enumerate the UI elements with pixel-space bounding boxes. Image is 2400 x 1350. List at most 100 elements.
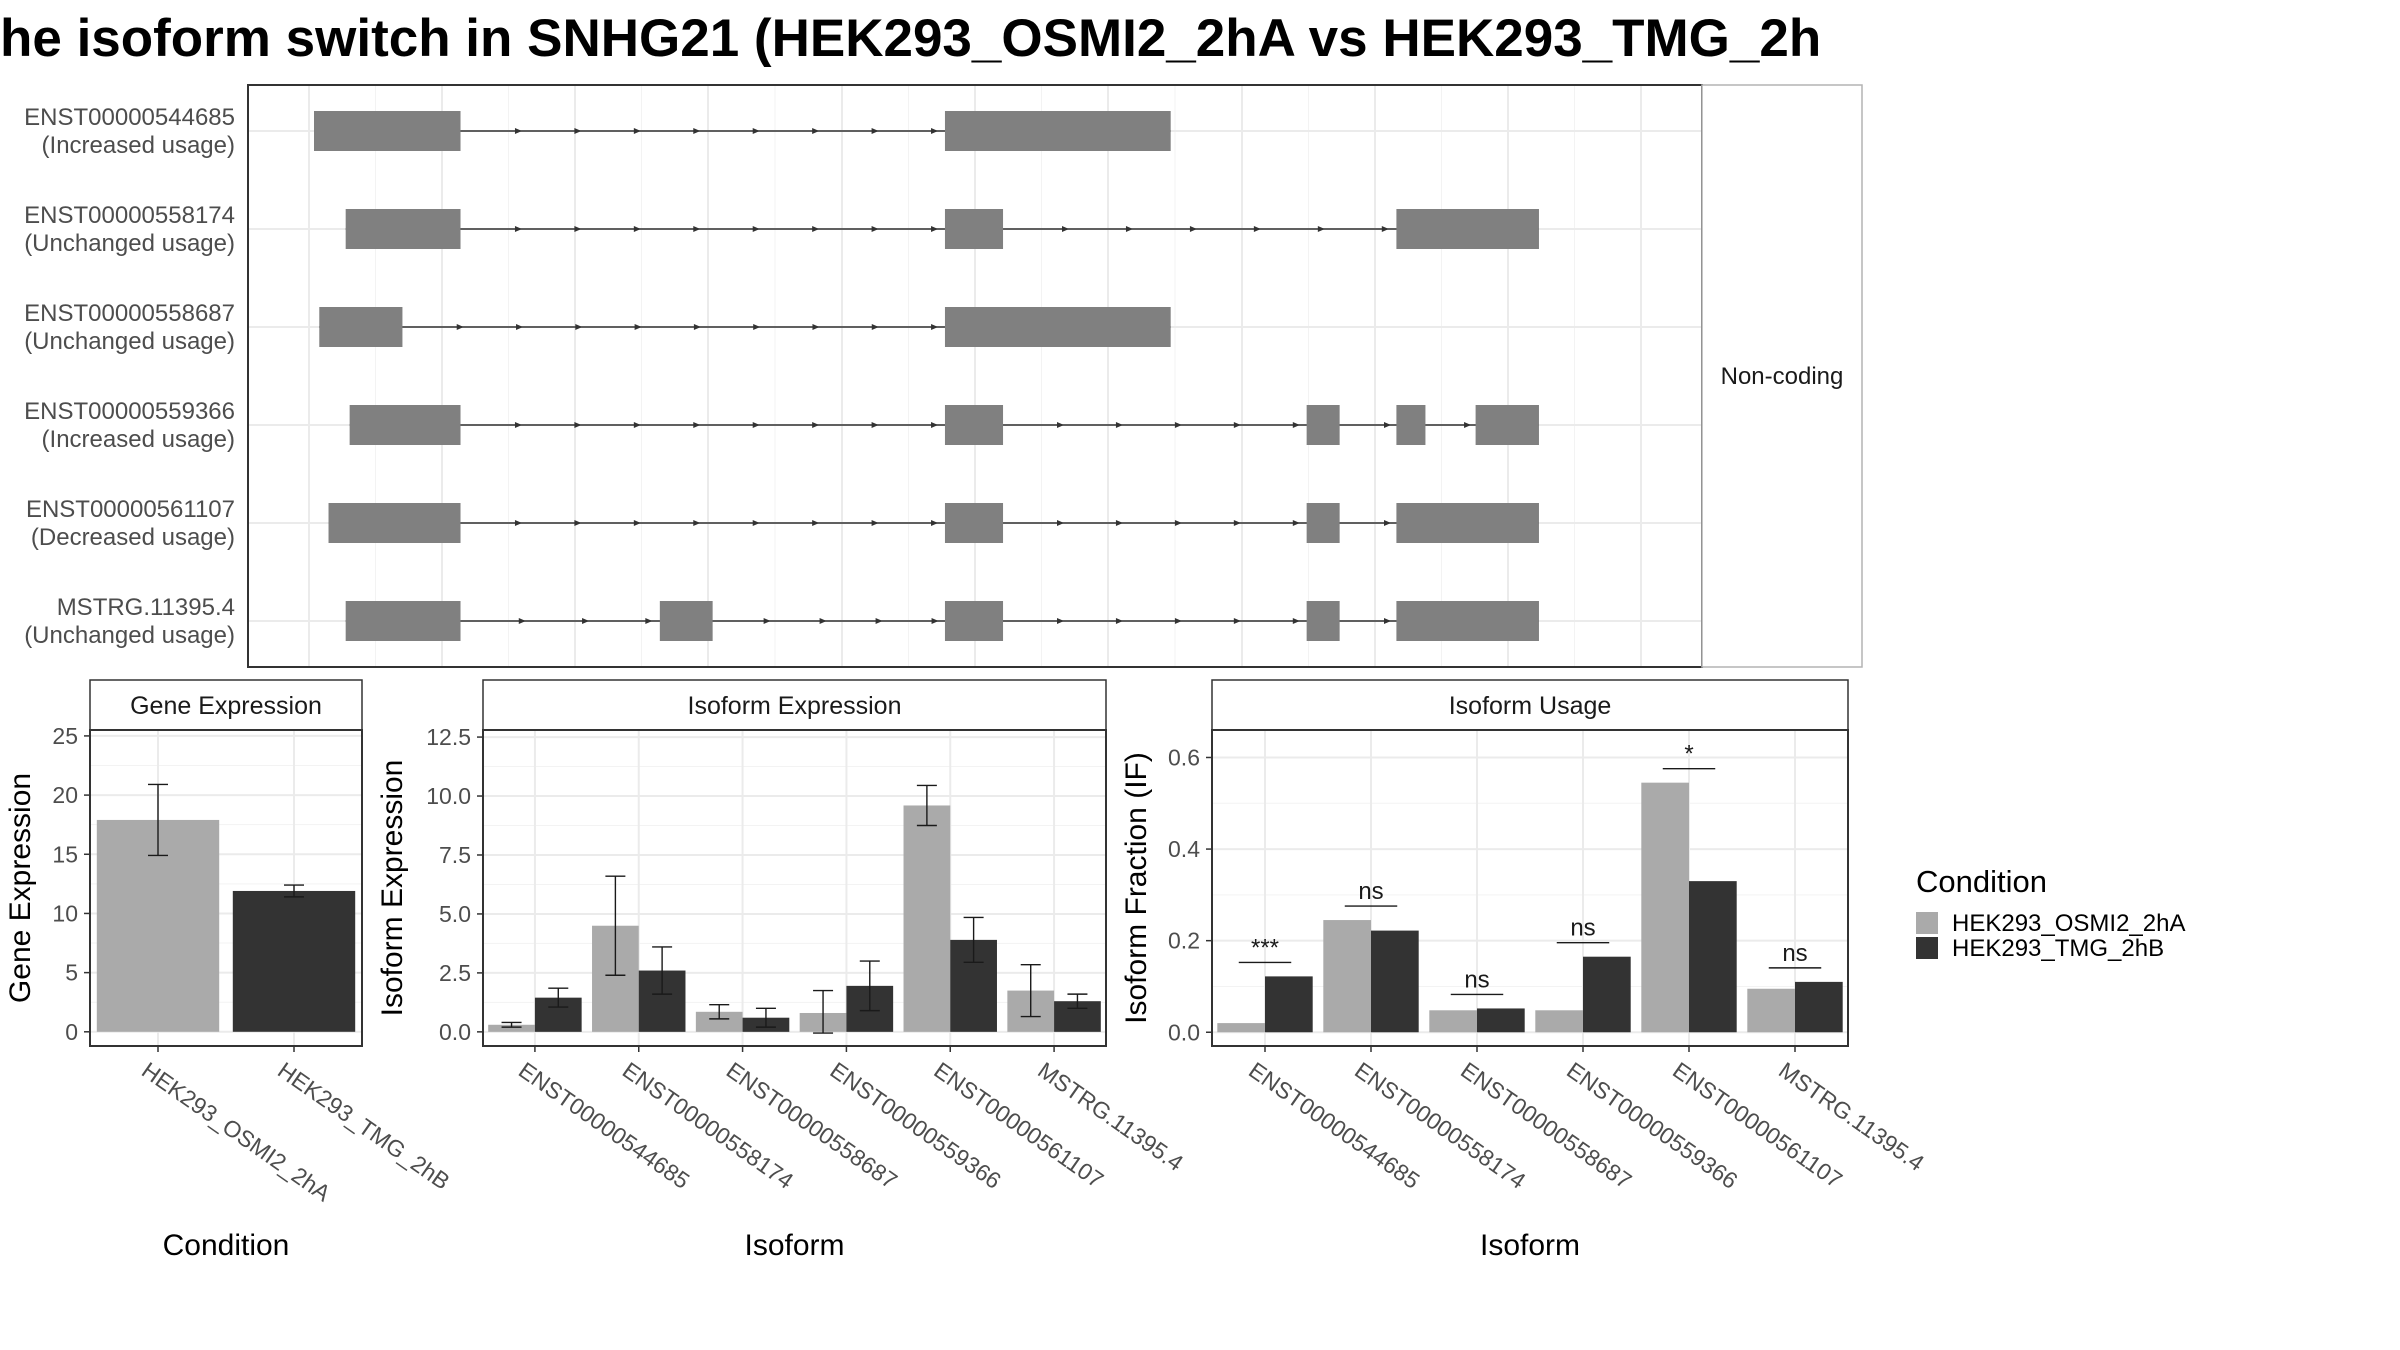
transcript-usage-label: (Unchanged usage) (24, 622, 235, 649)
direction-arrow (1233, 422, 1241, 428)
x-tick-label: ENST00000558687 (1456, 1057, 1636, 1194)
facet-strip (482, 679, 1107, 731)
direction-arrow (752, 520, 760, 526)
exon (1306, 405, 1340, 445)
exon (1396, 601, 1539, 641)
y-tick-label: 25 (52, 723, 78, 749)
exon (1396, 209, 1539, 249)
transcript-row: ENST00000558687(Unchanged usage) (24, 300, 1171, 355)
direction-arrow (514, 128, 522, 134)
direction-arrow (633, 226, 641, 232)
direction-arrow (693, 520, 701, 526)
direction-arrow (456, 324, 464, 330)
direction-arrow (574, 128, 582, 134)
direction-arrow (1189, 226, 1197, 232)
bar (1641, 782, 1689, 1033)
bar (488, 1024, 535, 1032)
legend-title: Condition (1916, 864, 2047, 899)
direction-arrow (693, 226, 701, 232)
direction-arrow (514, 520, 522, 526)
exon (1475, 405, 1539, 445)
direction-arrow (582, 618, 590, 624)
significance-label: ns (1464, 966, 1489, 993)
direction-arrow (1383, 520, 1391, 526)
direction-arrow (931, 324, 939, 330)
exon (345, 209, 461, 249)
x-tick-label: ENST00000544685 (1244, 1057, 1424, 1194)
bar (1583, 956, 1631, 1033)
bar (1689, 881, 1737, 1033)
direction-arrow (752, 422, 760, 428)
bar (1323, 920, 1371, 1033)
exon (1306, 601, 1340, 641)
direction-arrow (1174, 422, 1182, 428)
error-bar (501, 1021, 522, 1028)
transcript-row: ENST00000558174(Unchanged usage) (24, 202, 1539, 257)
y-tick-label: 0.4 (1168, 836, 1200, 862)
transcript-id-label: ENST00000544685 (24, 104, 235, 131)
direction-arrow (871, 520, 879, 526)
direction-arrow (1115, 422, 1123, 428)
bar (1429, 1010, 1477, 1033)
direction-arrow (812, 128, 820, 134)
direction-arrow (812, 520, 820, 526)
x-tick-label: ENST00000559366 (1562, 1057, 1742, 1194)
direction-arrow (574, 226, 582, 232)
exon (1306, 503, 1340, 543)
direction-arrow (645, 618, 653, 624)
x-axis-title: Isoform (1480, 1229, 1580, 1262)
direction-arrow (514, 226, 522, 232)
transcript-usage-label: (Unchanged usage) (24, 230, 235, 257)
facet-strip-label: Non-coding (1721, 363, 1844, 390)
error-bar (963, 916, 984, 963)
exon (944, 405, 1004, 445)
y-axis-title: Gene Expression (4, 773, 37, 1003)
direction-arrow (1056, 520, 1064, 526)
transcript-id-label: ENST00000558687 (24, 300, 235, 327)
legend-item: HEK293_TMG_2hB (1916, 935, 2164, 962)
bar (1535, 1010, 1583, 1033)
facet-strip-title: Isoform Expression (688, 692, 902, 720)
direction-arrow (1174, 520, 1182, 526)
direction-arrow (516, 324, 524, 330)
error-bar (916, 784, 937, 827)
direction-arrow (633, 520, 641, 526)
direction-arrow (1233, 520, 1241, 526)
direction-arrow (1174, 618, 1182, 624)
y-tick-label: 0.0 (1168, 1019, 1200, 1045)
legend-label: HEK293_TMG_2hB (1952, 935, 2164, 962)
error-bar (709, 1004, 730, 1020)
transcript-row: ENST00000561107(Decreased usage) (26, 496, 1539, 551)
significance-label: ns (1782, 940, 1807, 967)
direction-arrow (1062, 226, 1070, 232)
error-bar (755, 1007, 776, 1028)
direction-arrow (518, 618, 526, 624)
direction-arrow (871, 128, 879, 134)
bar (695, 1011, 743, 1032)
transcript-id-label: MSTRG.11395.4 (57, 594, 235, 621)
error-bar (548, 987, 569, 1008)
significance-label: *** (1251, 934, 1279, 961)
direction-arrow (633, 128, 641, 134)
facet-strip (89, 679, 363, 731)
direction-arrow (633, 422, 641, 428)
direction-arrow (875, 618, 883, 624)
error-bar (148, 783, 168, 857)
error-bar (859, 960, 880, 1012)
direction-arrow (763, 618, 771, 624)
direction-arrow (1125, 226, 1133, 232)
exon (1396, 503, 1539, 543)
direction-arrow (1292, 618, 1300, 624)
direction-arrow (812, 324, 820, 330)
exon (349, 405, 461, 445)
transcript-id-label: ENST00000558174 (24, 202, 235, 229)
y-tick-label: 20 (52, 782, 78, 808)
legend-item: HEK293_OSMI2_2hA (1916, 910, 2185, 937)
error-bar (1067, 993, 1088, 1009)
y-tick-label: 2.5 (439, 960, 471, 986)
direction-arrow (1056, 422, 1064, 428)
legend-label: HEK293_OSMI2_2hA (1952, 910, 2185, 937)
direction-arrow (819, 618, 827, 624)
direction-arrow (871, 422, 879, 428)
